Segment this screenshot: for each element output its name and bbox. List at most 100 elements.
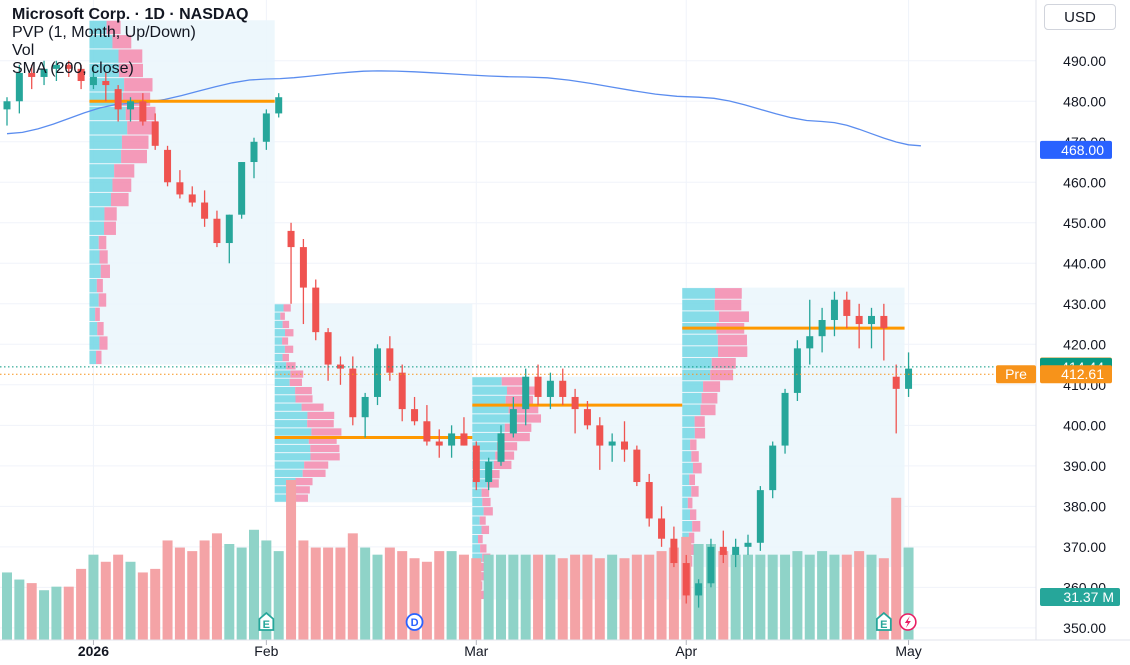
candle[interactable]	[769, 441, 777, 499]
candle[interactable]	[114, 85, 122, 122]
event-marker-e[interactable]: E	[258, 611, 275, 631]
candle[interactable]	[312, 279, 320, 341]
candle[interactable]	[608, 433, 616, 462]
candle[interactable]	[534, 364, 542, 406]
candle[interactable]	[3, 97, 11, 126]
candle[interactable]	[806, 299, 814, 365]
candle[interactable]	[386, 336, 394, 381]
candle[interactable]	[793, 340, 801, 402]
candle-body	[682, 563, 690, 596]
candle[interactable]	[732, 538, 740, 568]
candle[interactable]	[361, 392, 369, 438]
volume-bar	[384, 547, 395, 640]
profile-row-down	[98, 293, 107, 307]
candle[interactable]	[855, 303, 863, 349]
profile-row-up	[274, 420, 308, 428]
candle[interactable]	[324, 328, 332, 381]
candle[interactable]	[719, 530, 727, 564]
candle[interactable]	[781, 388, 789, 454]
candle[interactable]	[658, 506, 666, 547]
candle[interactable]	[127, 97, 134, 122]
profile-row-down	[308, 436, 337, 444]
event-marker-d[interactable]: D	[405, 613, 424, 631]
candle-body	[534, 376, 542, 397]
candle[interactable]	[522, 368, 530, 426]
candle[interactable]	[485, 457, 493, 491]
candle[interactable]	[52, 60, 60, 82]
volume-bar	[644, 554, 655, 640]
profile-row-down	[295, 395, 313, 403]
candle[interactable]	[398, 364, 406, 422]
price-tag-bg	[1040, 140, 1112, 159]
candle[interactable]	[596, 417, 604, 470]
profile-row-down	[104, 221, 116, 235]
time-axis[interactable]: 2026 Feb Mar Apr May	[78, 640, 922, 659]
candle[interactable]	[176, 170, 184, 199]
candle[interactable]	[262, 109, 270, 150]
candle[interactable]	[28, 64, 36, 90]
candle[interactable]	[546, 372, 554, 410]
candle[interactable]	[65, 60, 73, 77]
candle-body	[238, 162, 246, 215]
candle[interactable]	[15, 64, 23, 114]
candle[interactable]	[880, 303, 888, 361]
candle[interactable]	[830, 291, 838, 337]
candle[interactable]	[868, 307, 875, 349]
candle[interactable]	[509, 396, 517, 438]
candle[interactable]	[411, 396, 419, 426]
candle[interactable]	[621, 421, 628, 462]
candle[interactable]	[201, 190, 209, 227]
candle[interactable]	[843, 291, 851, 329]
candle[interactable]	[472, 441, 480, 491]
candle[interactable]	[423, 405, 431, 446]
candle[interactable]	[756, 486, 764, 551]
candle[interactable]	[670, 526, 678, 568]
currency-button[interactable]: USD	[1044, 4, 1116, 30]
candle[interactable]	[349, 356, 357, 426]
profile-row-down	[714, 299, 742, 311]
candle[interactable]	[89, 64, 97, 90]
candle[interactable]	[275, 93, 283, 118]
candle[interactable]	[707, 538, 715, 588]
candle[interactable]	[448, 425, 456, 458]
volume-bar	[446, 551, 457, 640]
candle[interactable]	[151, 113, 159, 150]
candle[interactable]	[77, 64, 85, 90]
candle[interactable]	[40, 60, 48, 86]
candle[interactable]	[571, 388, 579, 434]
candle[interactable]	[225, 214, 233, 264]
candle[interactable]	[139, 93, 147, 126]
candle[interactable]	[164, 145, 172, 187]
candle[interactable]	[744, 534, 752, 555]
candle[interactable]	[682, 554, 690, 604]
candle[interactable]	[299, 238, 307, 325]
volume-bar	[483, 554, 494, 640]
candle[interactable]	[633, 445, 641, 487]
candle-body	[225, 214, 233, 244]
price-axis[interactable]: 350.00360.00370.00380.00390.00400.00410.…	[1063, 53, 1106, 636]
event-marker-e[interactable]: E	[875, 611, 892, 631]
candle[interactable]	[892, 364, 900, 434]
candle[interactable]	[559, 368, 567, 406]
candle-body	[608, 441, 616, 446]
candle[interactable]	[497, 425, 505, 466]
volume-bar	[780, 554, 791, 640]
candle[interactable]	[102, 72, 110, 102]
candle[interactable]	[818, 307, 826, 353]
candle[interactable]	[460, 417, 468, 446]
candle[interactable]	[695, 579, 703, 608]
candle[interactable]	[287, 222, 295, 304]
candle[interactable]	[213, 210, 221, 248]
candle[interactable]	[250, 137, 258, 179]
profile-row-up	[89, 135, 122, 149]
candle[interactable]	[188, 186, 196, 207]
candle[interactable]	[435, 429, 443, 458]
split-icon[interactable]	[899, 613, 917, 631]
candle[interactable]	[238, 162, 246, 219]
candle[interactable]	[645, 473, 653, 527]
volume-bar	[718, 551, 729, 640]
candle-body	[213, 218, 221, 244]
volume-bar	[51, 586, 62, 640]
candle[interactable]	[583, 401, 591, 430]
